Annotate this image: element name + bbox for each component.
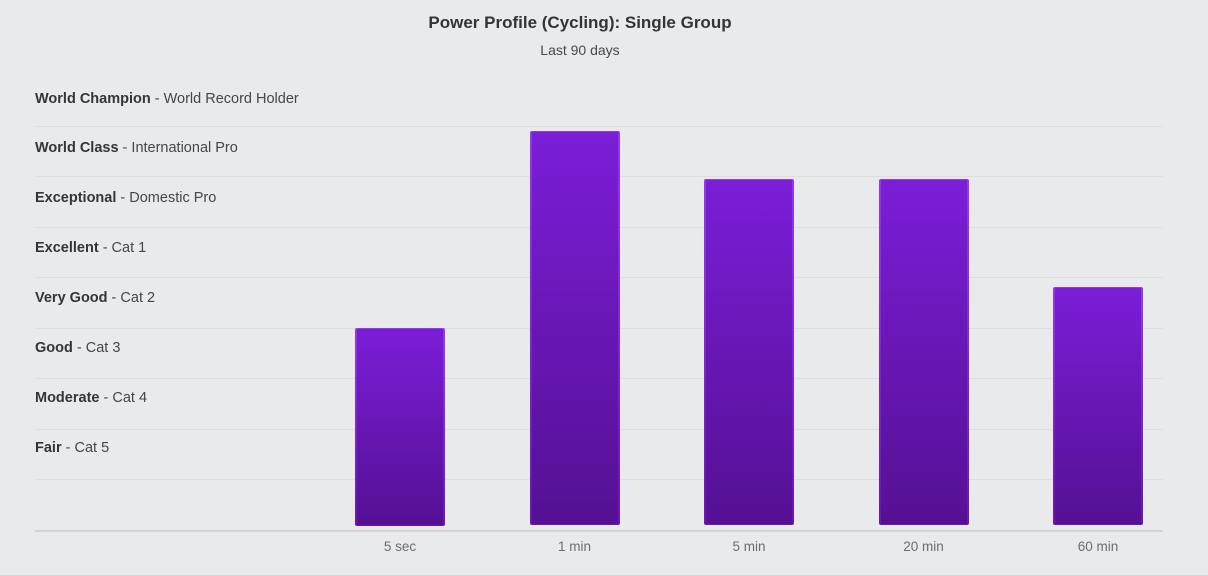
band-desc: - International Pro bbox=[118, 140, 238, 157]
bar-20-min[interactable] bbox=[878, 178, 969, 526]
chart-title: Power Profile (Cycling): Single Group bbox=[428, 13, 732, 32]
x-tick-label-20-min: 20 min bbox=[903, 539, 944, 554]
band-label-world-champion: World Champion - World Record Holder bbox=[35, 90, 299, 108]
band-desc: - Cat 2 bbox=[107, 290, 156, 307]
axis-baseline bbox=[35, 529, 1163, 532]
band-label-good: Good - Cat 3 bbox=[35, 339, 120, 357]
band-desc: - Cat 3 bbox=[72, 340, 121, 356]
band-name: Fair bbox=[35, 439, 62, 456]
chart-subtitle: Last 90 days bbox=[540, 42, 620, 58]
bar-5-min[interactable] bbox=[704, 178, 794, 526]
band-name: World Champion bbox=[35, 90, 151, 107]
bar-5-sec[interactable] bbox=[355, 327, 445, 526]
band-desc: - Cat 1 bbox=[98, 240, 147, 257]
band-label-world-class: World Class - International Pro bbox=[35, 139, 238, 157]
band-desc: - World Record Holder bbox=[150, 90, 299, 107]
bar-60-min[interactable] bbox=[1053, 287, 1143, 526]
band-desc: - Cat 4 bbox=[99, 389, 148, 406]
band-name: Excellent bbox=[35, 240, 99, 257]
bar-fill bbox=[531, 131, 618, 525]
band-label-very-good: Very Good - Cat 2 bbox=[35, 289, 155, 307]
band-desc: - Domestic Pro bbox=[116, 190, 217, 207]
x-tick-label-5-sec: 5 sec bbox=[383, 539, 417, 554]
x-tick-label-1-min: 1 min bbox=[557, 539, 592, 554]
band-name: World Class bbox=[35, 140, 119, 157]
x-tick-label-5-min: 5 min bbox=[732, 539, 766, 554]
bar-fill bbox=[880, 179, 967, 525]
gridline bbox=[35, 125, 1163, 127]
band-label-fair: Fair - Cat 5 bbox=[35, 439, 109, 457]
band-name: Moderate bbox=[35, 389, 100, 406]
bar-1-min[interactable] bbox=[529, 130, 620, 526]
bar-fill bbox=[706, 179, 792, 525]
band-label-excellent: Excellent - Cat 1 bbox=[35, 239, 146, 257]
bar-fill bbox=[1055, 288, 1141, 525]
band-name: Good bbox=[35, 340, 73, 356]
band-label-exceptional: Exceptional - Domestic Pro bbox=[35, 189, 216, 207]
band-name: Very Good bbox=[35, 290, 108, 307]
band-desc: - Cat 5 bbox=[61, 439, 110, 456]
band-name: Exceptional bbox=[35, 190, 117, 207]
bar-fill bbox=[357, 328, 443, 525]
x-tick-label-60-min: 60 min bbox=[1077, 539, 1119, 554]
band-label-moderate: Moderate - Cat 4 bbox=[35, 389, 147, 407]
